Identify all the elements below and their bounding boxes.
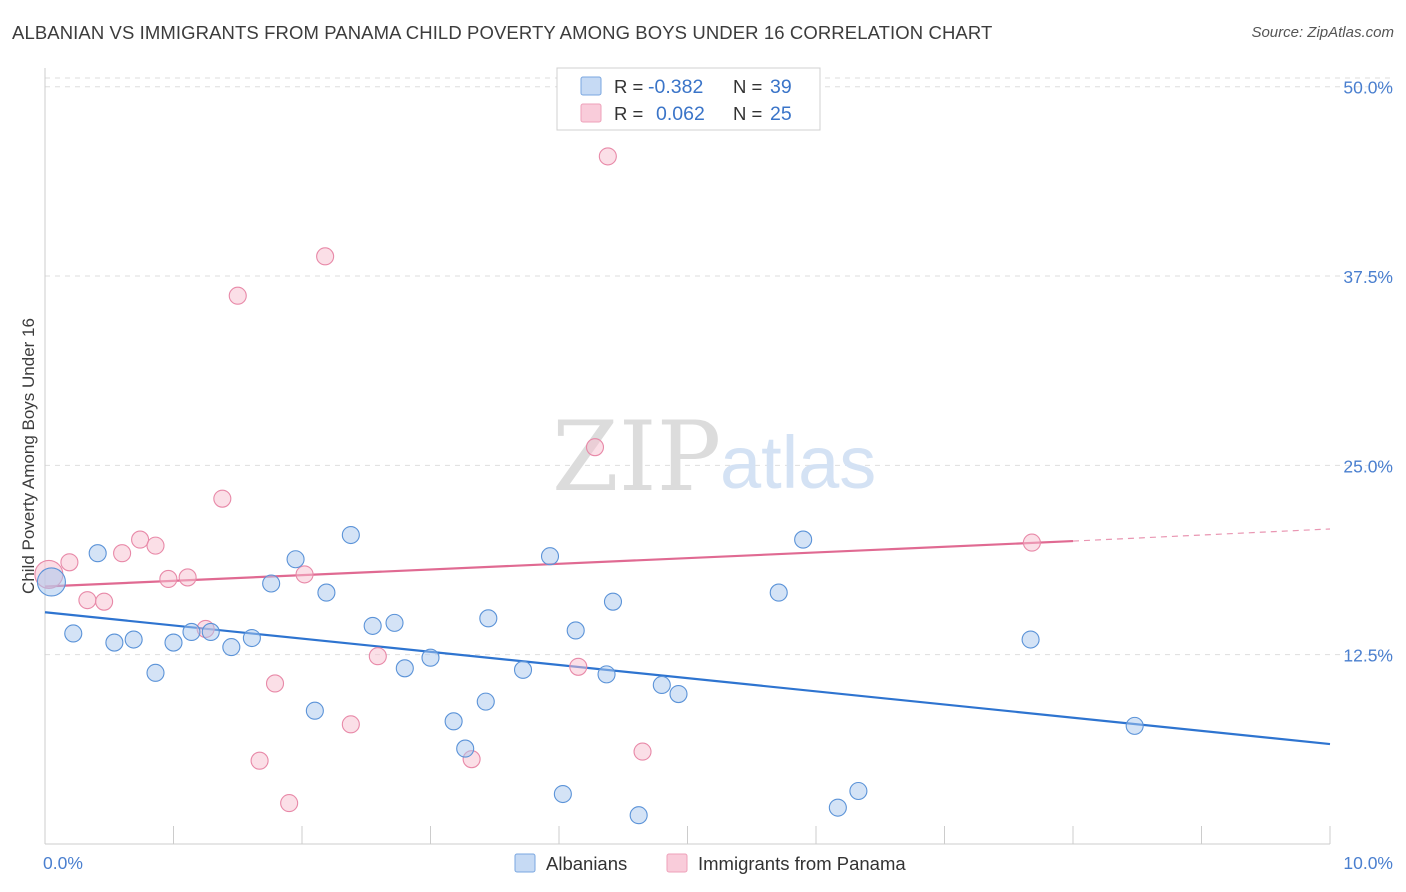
- data-point-panama: [250, 751, 269, 770]
- data-point-panama: [265, 674, 285, 693]
- data-point-albanians: [1125, 716, 1144, 735]
- data-point-albanians: [769, 583, 788, 602]
- watermark-atlas: atlas: [720, 421, 876, 504]
- data-point-albanians: [849, 781, 868, 801]
- data-point-albanians: [317, 583, 336, 602]
- data-point-panama: [569, 657, 588, 676]
- grid-layer: [45, 77, 1392, 656]
- chart-title: ALBANIAN VS IMMIGRANTS FROM PANAMA CHILD…: [12, 22, 993, 43]
- data-point-panama: [78, 591, 97, 610]
- data-point-albanians: [652, 675, 671, 695]
- data-point-panama: [228, 286, 247, 305]
- data-point-albanians: [566, 621, 585, 640]
- data-point-albanians: [105, 633, 124, 652]
- data-point-panama: [295, 565, 314, 584]
- data-point-albanians: [629, 806, 648, 825]
- data-point-albanians: [603, 592, 623, 611]
- legend-label-albanians: Albanians: [546, 853, 627, 874]
- legend-top-r-label-1: R =: [614, 76, 643, 97]
- legend-top-swatch-blue: [580, 76, 602, 96]
- data-point-panama: [316, 247, 335, 266]
- data-point-albanians: [363, 616, 382, 635]
- data-point-albanians: [305, 701, 324, 720]
- legend-top-n-label-1: N =: [733, 76, 762, 97]
- data-point-panama: [633, 742, 652, 761]
- data-point-albanians: [242, 628, 261, 648]
- legend-swatch-panama: [666, 853, 688, 873]
- data-point-albanians: [828, 798, 847, 817]
- legend-top-r-label-2: R =: [614, 103, 643, 124]
- legend-top-r-value-1: -0.382: [648, 76, 703, 98]
- legend-top-n-label-2: N =: [733, 103, 762, 124]
- data-point-panama: [368, 647, 387, 666]
- data-point-albanians: [124, 630, 143, 649]
- data-point-albanians: [286, 550, 305, 569]
- axis-layer: 12.5% 25.0% 37.5% 50.0% 0.0% 10.0%: [43, 68, 1393, 873]
- data-point-panama: [131, 530, 150, 549]
- watermark-zip: ZIP: [552, 401, 721, 513]
- data-point-panama: [585, 438, 605, 457]
- data-point-albanians: [262, 574, 281, 593]
- trend-layer: [44, 528, 1331, 746]
- data-point-panama: [146, 536, 165, 555]
- data-point-albanians: [669, 685, 688, 704]
- data-point-panama: [280, 794, 299, 813]
- legend-top-n-value-1: 39: [770, 76, 792, 98]
- data-point-albanians: [553, 784, 572, 804]
- data-point-albanians: [164, 633, 183, 652]
- legend-top: R = -0.382 N = 39 R = 0.062 N = 25: [556, 67, 821, 131]
- trendline-panama-extension: [1072, 528, 1331, 542]
- y-axis-label: Child Poverty Among Boys Under 16: [19, 318, 38, 594]
- source-label: Source: ZipAtlas.com: [1251, 24, 1394, 41]
- data-point-albanians: [88, 544, 107, 563]
- data-point-panama: [341, 715, 360, 734]
- data-point-panama: [178, 568, 197, 587]
- data-point-albanians: [421, 648, 440, 667]
- data-point-albanians: [341, 525, 360, 545]
- legend-top-r-value-2: 0.062: [656, 103, 705, 125]
- data-point-albanians: [395, 659, 414, 678]
- data-point-albanians: [222, 638, 241, 657]
- legend-label-panama: Immigrants from Panama: [698, 853, 906, 874]
- x-tick-label-end: 10.0%: [1343, 853, 1393, 873]
- data-point-albanians: [597, 665, 616, 684]
- data-point-panama: [213, 489, 232, 508]
- data-point-albanians: [794, 530, 813, 549]
- data-point-albanians: [385, 613, 404, 632]
- data-point-albanians: [201, 622, 220, 642]
- data-point-albanians: [479, 609, 498, 628]
- data-point-albanians: [64, 624, 83, 643]
- x-tick-label-start: 0.0%: [43, 853, 83, 873]
- y-tick-label: 12.5%: [1343, 646, 1393, 666]
- data-point-albanians: [444, 712, 463, 731]
- y-tick-label: 37.5%: [1343, 267, 1393, 287]
- y-tick-label: 50.0%: [1343, 78, 1393, 98]
- data-point-panama: [95, 592, 114, 611]
- data-point-albanians: [1021, 630, 1040, 649]
- data-point-panama: [1022, 533, 1041, 552]
- legend-swatch-albanians: [514, 853, 536, 873]
- trendline-panama: [44, 539, 1074, 588]
- data-point-albanians: [456, 739, 475, 758]
- data-point-albanians: [540, 547, 560, 566]
- legend-top-swatch-pink: [580, 103, 602, 123]
- legend-top-n-value-2: 25: [770, 103, 792, 125]
- data-point-panama: [598, 147, 617, 166]
- point-layer: [34, 147, 1144, 825]
- data-point-albanians: [146, 663, 165, 682]
- y-tick-label: 25.0%: [1343, 456, 1393, 476]
- data-point-albanians: [513, 660, 533, 679]
- data-point-albanians: [182, 622, 201, 642]
- data-point-panama: [113, 544, 132, 563]
- data-point-panama: [60, 553, 79, 572]
- watermark: ZIP atlas: [552, 401, 876, 513]
- data-point-albanians: [36, 567, 66, 597]
- data-point-panama: [159, 569, 178, 589]
- legend-bottom: Albanians Immigrants from Panama: [514, 853, 906, 874]
- data-point-albanians: [476, 692, 495, 711]
